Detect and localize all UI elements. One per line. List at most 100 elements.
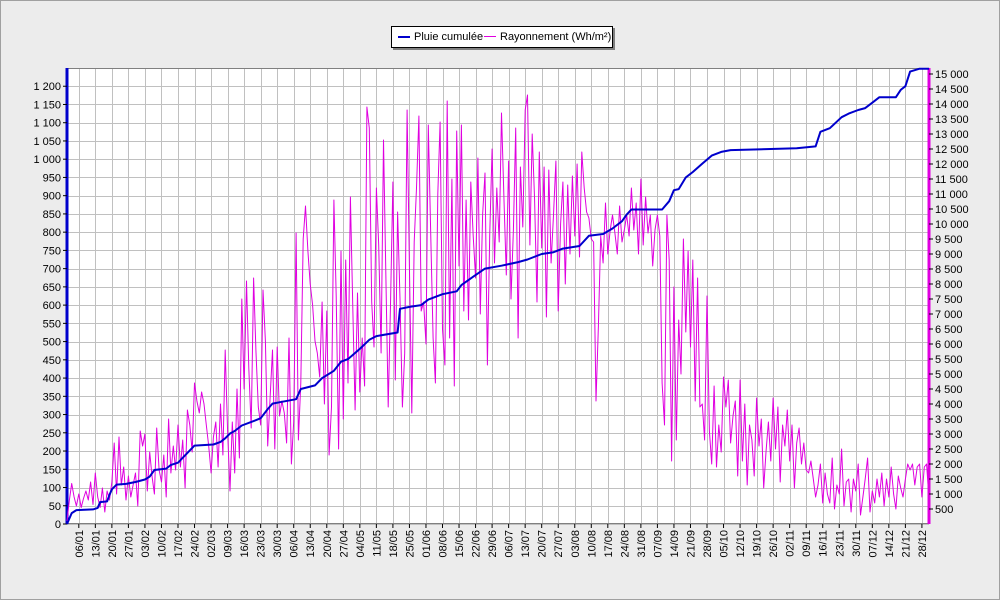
right-tick-label: 2 500 (935, 444, 963, 456)
left-tick-label: 250 (43, 428, 61, 440)
x-tick-label: 13/04 (305, 530, 317, 558)
x-tick-label: 13/07 (520, 530, 532, 558)
right-tick-label: 4 500 (935, 384, 963, 396)
x-tick-label: 16/11 (818, 530, 830, 557)
legend-label-rayonnement: Rayonnement (Wh/m²) (500, 31, 612, 43)
left-tick-label: 1 050 (33, 136, 61, 148)
x-tick-label: 08/06 (438, 530, 450, 558)
right-tick-label: 8 500 (935, 264, 963, 276)
series-line-rayonnement (66, 94, 930, 522)
left-tick-label: 600 (43, 300, 61, 312)
right-tick-label: 12 500 (935, 144, 969, 156)
x-tick-label: 22/06 (471, 530, 483, 558)
right-tick-label: 8 000 (935, 279, 963, 291)
x-tick-label: 15/06 (454, 530, 466, 558)
right-tick-label: 3 000 (935, 429, 963, 441)
right-tick-label: 2 000 (935, 459, 963, 471)
x-tick-label: 27/04 (338, 530, 350, 558)
x-tick-label: 07/12 (867, 530, 879, 558)
x-tick-label: 30/03 (272, 530, 284, 558)
x-tick-label: 14/09 (669, 530, 681, 558)
x-tick-label: 06/01 (74, 530, 86, 558)
x-tick-label: 03/02 (140, 530, 152, 558)
x-tick-label: 09/03 (223, 530, 235, 558)
right-tick-label: 6 000 (935, 339, 963, 351)
left-tick-label: 50 (49, 501, 61, 513)
legend-line-rayonnement (484, 36, 496, 37)
left-tick-label: 800 (43, 227, 61, 239)
left-tick-label: 100 (43, 483, 61, 495)
x-tick-label: 02/11 (785, 530, 797, 557)
left-tick-label: 550 (43, 318, 61, 330)
x-tick-label: 20/01 (107, 530, 119, 558)
x-tick-label: 17/02 (173, 530, 185, 558)
series-line-pluie-cumulee (66, 67, 929, 525)
left-tick-label: 650 (43, 282, 61, 294)
x-tick-label: 18/05 (388, 530, 400, 558)
left-tick-label: 1 150 (33, 99, 61, 111)
right-tick-label: 15 000 (935, 69, 969, 81)
left-tick-label: 300 (43, 410, 61, 422)
x-tick-label: 26/10 (768, 530, 780, 558)
left-tick-label: 1 100 (33, 118, 61, 130)
x-tick-label: 09/11 (801, 530, 813, 557)
right-tick-label: 9 000 (935, 249, 963, 261)
x-tick-label: 23/03 (256, 530, 268, 558)
x-tick-label: 07/09 (652, 530, 664, 558)
x-tick-label: 27/01 (123, 530, 135, 558)
right-tick-label: 1 000 (935, 489, 963, 501)
x-tick-label: 25/05 (404, 530, 416, 558)
gridlines (67, 68, 929, 525)
x-tick-label: 12/10 (735, 530, 747, 558)
right-tick-label: 6 500 (935, 324, 963, 336)
right-tick-label: 4 000 (935, 399, 963, 411)
left-tick-label: 1 000 (33, 154, 61, 166)
left-tick-label: 450 (43, 355, 61, 367)
x-tick-label: 17/08 (603, 530, 615, 558)
x-tick-label: 23/11 (834, 530, 846, 557)
x-tick-label: 04/05 (355, 530, 367, 558)
x-tick-label: 14/12 (884, 530, 896, 558)
right-tick-label: 5 000 (935, 369, 963, 381)
x-tick-label: 06/07 (504, 530, 516, 558)
left-tick-label: 900 (43, 191, 61, 203)
right-tick-label: 14 000 (935, 99, 969, 111)
left-tick-label: 1 200 (33, 81, 61, 93)
x-tick-label: 13/01 (90, 530, 102, 558)
right-tick-label: 10 000 (935, 219, 969, 231)
x-tick-label: 16/03 (239, 530, 251, 558)
x-tick-label: 21/09 (685, 530, 697, 558)
right-tick-label: 5 500 (935, 354, 963, 366)
x-tick-label: 27/07 (553, 530, 565, 558)
left-tick-label: 750 (43, 245, 61, 257)
right-tick-label: 1 500 (935, 474, 963, 486)
plot-area (67, 68, 929, 524)
right-tick-label: 3 500 (935, 414, 963, 426)
legend: Pluie cumulée Rayonnement (Wh/m²) (391, 26, 613, 48)
x-tick-label: 21/12 (900, 530, 912, 558)
right-tick-label: 11 000 (935, 189, 968, 201)
left-tick-label: 350 (43, 391, 61, 403)
x-tick-label: 24/08 (619, 530, 631, 558)
x-tick-label: 02/03 (206, 530, 218, 558)
right-tick-label: 9 500 (935, 234, 963, 246)
x-tick-label: 24/02 (190, 530, 202, 558)
x-tick-label: 29/06 (487, 530, 499, 558)
x-tick-label: 11/05 (371, 530, 383, 557)
left-tick-label: 950 (43, 172, 61, 184)
left-tick-label: 700 (43, 264, 61, 276)
left-tick-label: 500 (43, 337, 61, 349)
right-tick-label: 12 000 (935, 159, 969, 171)
x-tick-label: 20/07 (537, 530, 549, 558)
left-tick-label: 850 (43, 209, 61, 221)
x-tick-label: 30/11 (851, 530, 863, 557)
right-tick-label: 14 500 (935, 84, 969, 96)
x-tick-label: 20/04 (322, 530, 334, 558)
legend-label-pluie: Pluie cumulée (414, 31, 484, 43)
right-tick-label: 10 500 (935, 204, 969, 216)
left-tick-label: 150 (43, 464, 61, 476)
left-tick-label: 200 (43, 446, 61, 458)
x-tick-label: 31/08 (636, 530, 648, 558)
x-tick-label: 05/10 (719, 530, 731, 558)
